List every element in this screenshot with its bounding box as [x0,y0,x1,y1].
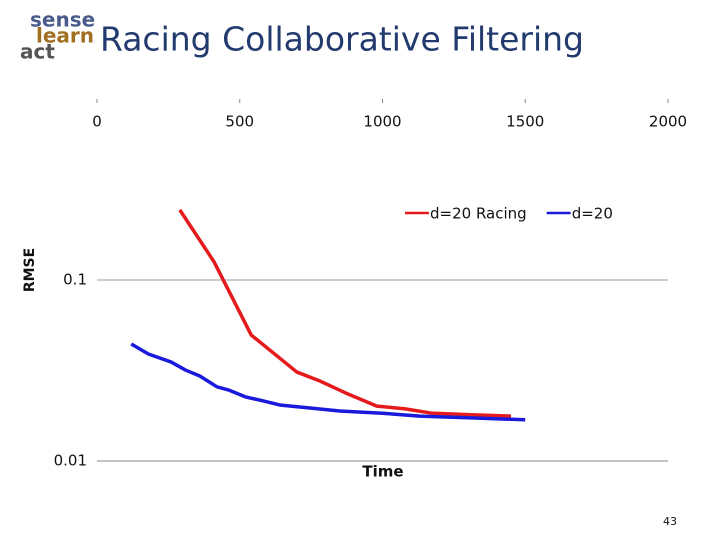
logo-line: learn [36,24,94,48]
legend-label: d=20 [572,205,613,223]
x-axis-label: Time [362,463,403,481]
x-tick-label: 1000 [363,113,401,131]
y-tick-label: 0.01 [54,452,87,470]
x-tick-label: 1500 [506,113,544,131]
x-tick-label: 0 [92,113,102,131]
x-tick-label: 2000 [649,113,687,131]
series-line [178,208,512,418]
page-number: 43 [663,515,677,528]
x-tick-label: 500 [225,113,254,131]
y-tick-label: 0.1 [63,271,87,289]
logo-line: sense [30,8,95,32]
legend-label: d=20 Racing [430,205,527,223]
logo-line: act [20,40,55,64]
chart-title: Racing Collaborative Filtering [100,20,584,59]
series-line [130,342,526,422]
y-axis-label: RMSE [22,248,38,292]
